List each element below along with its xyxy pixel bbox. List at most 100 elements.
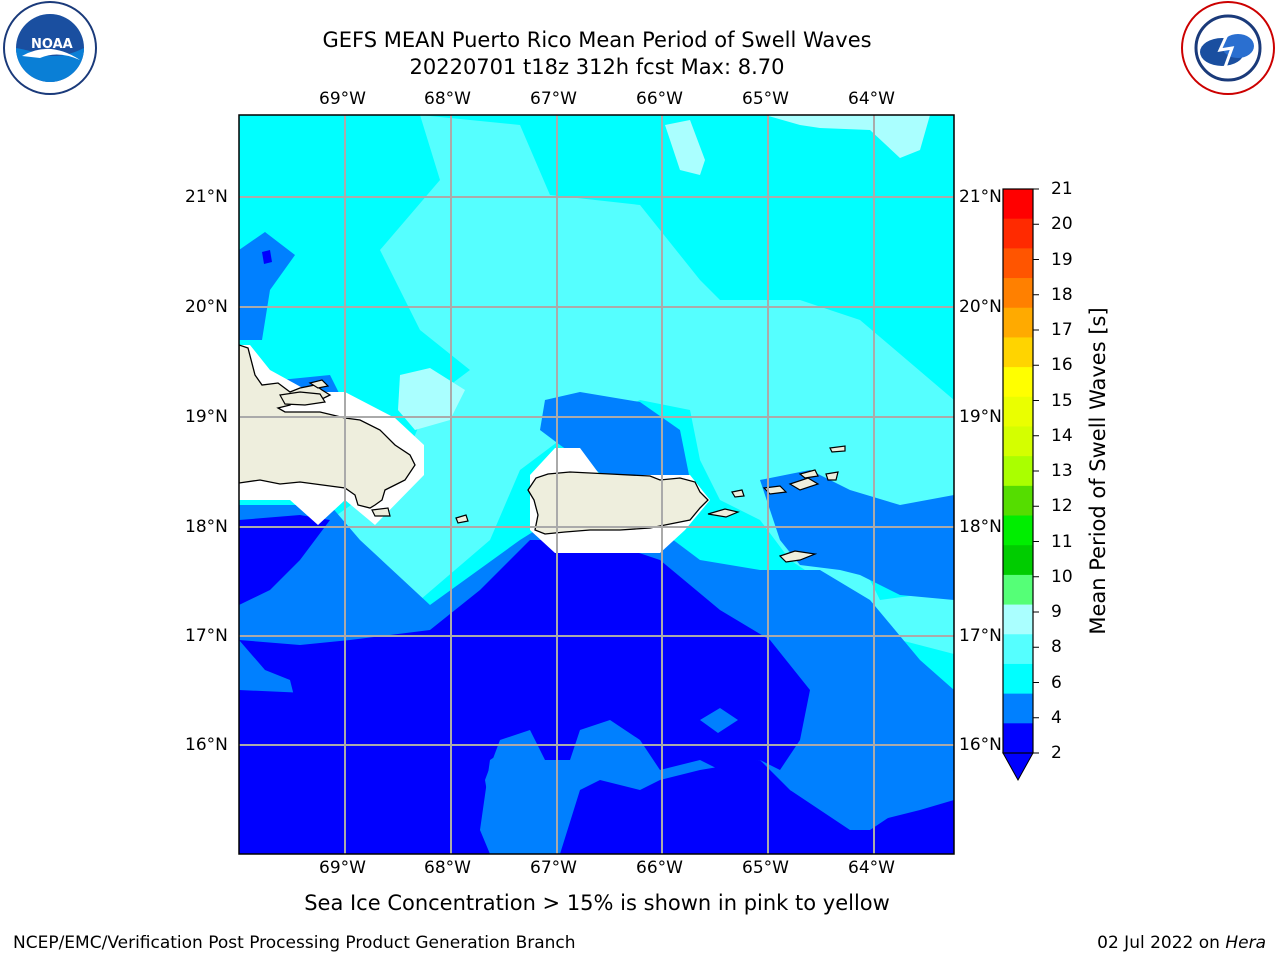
swell-zone-mid-blue xyxy=(700,708,738,733)
colorbar-segment xyxy=(1003,604,1033,635)
swell-zone-mid-blue xyxy=(540,392,690,480)
swell-zone-deep-blue xyxy=(262,250,272,264)
lat-label-right: 20°N xyxy=(959,297,1002,317)
swell-zone-pale-cyan xyxy=(398,368,465,430)
lon-label-top: 64°W xyxy=(848,89,895,109)
swell-zone-mid-blue xyxy=(239,232,295,340)
lat-label-left: 17°N xyxy=(185,626,228,646)
colorbar-tick-label: 18 xyxy=(1051,284,1073,305)
colorbar-tick-label: 16 xyxy=(1051,355,1073,376)
footer-branch: NCEP/EMC/Verification Post Processing Pr… xyxy=(13,933,576,953)
lat-label-left: 18°N xyxy=(185,517,228,537)
lat-label-left: 19°N xyxy=(185,407,228,427)
colorbar-segment xyxy=(1003,723,1033,754)
colorbar-segment xyxy=(1003,634,1033,665)
colorbar-tick-label: 2 xyxy=(1051,743,1062,763)
lon-label-bottom: 67°W xyxy=(530,858,577,878)
lat-label-left: 21°N xyxy=(185,187,228,207)
colorbar-segment xyxy=(1003,693,1033,724)
colorbar-segment xyxy=(1003,337,1033,368)
colorbar-tick-label: 20 xyxy=(1051,214,1073,235)
colorbar-tick-label: 19 xyxy=(1051,249,1073,270)
chart-title-line1: GEFS MEAN Puerto Rico Mean Period of Swe… xyxy=(322,28,872,52)
swell-zone-pale-cyan xyxy=(765,115,930,158)
island-shape xyxy=(707,508,740,518)
colorbar-segment xyxy=(1003,307,1033,338)
colorbar-tick-label: 8 xyxy=(1051,637,1062,658)
colorbar-segment xyxy=(1003,663,1033,695)
lon-label-top: 65°W xyxy=(742,89,789,109)
island-shape xyxy=(308,379,330,389)
colorbar-tick-label: 14 xyxy=(1051,425,1073,446)
colorbar-tick-label: 9 xyxy=(1051,602,1062,622)
colorbar-segment xyxy=(1003,456,1033,487)
hispaniola-landmass xyxy=(279,391,326,406)
colorbar-tick-label: 10 xyxy=(1051,566,1073,587)
lon-label-bottom: 64°W xyxy=(848,858,895,878)
noaa-logo xyxy=(3,1,97,95)
lat-label-left: 16°N xyxy=(185,735,228,755)
lat-label-right: 21°N xyxy=(959,187,1002,207)
colorbar-tick-label: 15 xyxy=(1051,390,1073,411)
colorbar-segment xyxy=(1003,218,1033,249)
lat-label-right: 18°N xyxy=(959,517,1002,537)
swell-zone-deep-blue xyxy=(239,540,810,854)
colorbar-tick-label: 13 xyxy=(1051,461,1073,481)
colorbar-segment xyxy=(1003,278,1033,309)
island-shape xyxy=(798,469,819,479)
chart-title-line2: 20220701 t18z 312h fcst Max: 8.70 xyxy=(409,55,785,79)
noaa-logo-text: NOAA xyxy=(31,37,73,52)
colorbar-segment xyxy=(1003,426,1033,457)
colorbar-segment xyxy=(1003,574,1033,606)
swell-zone-deep-blue xyxy=(239,690,350,730)
footer-date-text: 02 Jul 2022 on xyxy=(1097,933,1220,953)
colorbar-label: Mean Period of Swell Waves [s] xyxy=(1086,307,1110,635)
swell-zone-mid-blue xyxy=(790,770,954,820)
colorbar-segment xyxy=(1003,367,1033,398)
island-shape xyxy=(788,477,820,491)
colorbar-segment xyxy=(1003,189,1033,220)
swell-zone-pale-cyan xyxy=(665,120,705,175)
colorbar-segment xyxy=(1003,515,1033,546)
lat-label-right: 16°N xyxy=(959,735,1002,755)
colorbar-tick-label: 12 xyxy=(1051,496,1073,517)
lon-label-top: 66°W xyxy=(636,89,683,109)
footer-host: Hera xyxy=(1225,933,1266,953)
sea-ice-note: Sea Ice Concentration > 15% is shown in … xyxy=(304,891,890,915)
colorbar-segment xyxy=(1003,485,1033,517)
swell-zone-mid-blue xyxy=(485,730,545,830)
island-shape xyxy=(829,445,846,453)
map-gridlines xyxy=(239,115,954,854)
map-frame xyxy=(238,114,955,855)
colorbar-tick-label: 21 xyxy=(1051,179,1073,199)
lon-label-bottom: 68°W xyxy=(424,858,471,878)
lon-label-bottom: 69°W xyxy=(319,858,366,878)
lon-label-bottom: 66°W xyxy=(636,858,683,878)
swell-zone-deep-blue xyxy=(239,515,330,605)
colorbar-tick-label: 17 xyxy=(1051,320,1073,340)
island-shape xyxy=(371,507,391,517)
island-shape xyxy=(778,550,818,563)
lat-label-left: 20°N xyxy=(185,297,228,317)
colorbar-segment xyxy=(1003,545,1033,576)
colorbar-tick-label: 11 xyxy=(1051,531,1073,552)
nws-logo xyxy=(1181,1,1275,95)
swell-zone-mid-blue xyxy=(760,470,954,600)
swell-zone-deep-blue xyxy=(560,760,954,854)
colorbar-segment xyxy=(1003,248,1033,279)
island-shape xyxy=(825,471,839,481)
lat-label-right: 17°N xyxy=(959,626,1002,646)
island-shape xyxy=(731,489,745,498)
footer-date: 02 Jul 2022 on Hera xyxy=(1097,933,1266,953)
colorbar-extend-arrow xyxy=(1002,752,1034,782)
island-shape xyxy=(455,514,469,524)
colorbar-tick-label: 4 xyxy=(1051,707,1062,728)
lon-label-top: 68°W xyxy=(424,89,471,109)
lon-label-top: 67°W xyxy=(530,89,577,109)
lon-label-top: 69°W xyxy=(319,89,366,109)
lat-label-right: 19°N xyxy=(959,407,1002,427)
colorbar-tick-label: 6 xyxy=(1051,672,1062,693)
